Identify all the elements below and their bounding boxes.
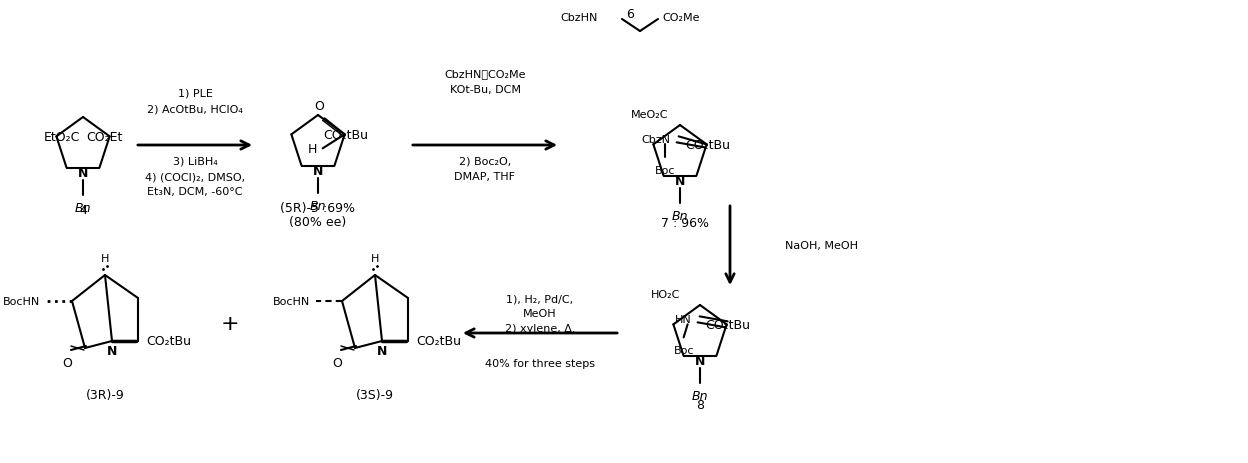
Text: N: N [313,165,323,178]
Text: Boc: Boc [654,166,675,176]
Text: O: O [62,356,72,369]
Text: CO₂Me: CO₂Me [661,13,699,23]
Text: 2) Boc₂O,: 2) Boc₂O, [459,156,512,167]
Text: N: N [77,167,89,180]
Text: Bn: Bn [75,201,91,214]
Text: 1), H₂, Pd/C,: 1), H₂, Pd/C, [507,294,574,303]
Text: O: O [314,100,324,113]
Text: 3) LiBH₄: 3) LiBH₄ [172,156,217,167]
Text: CO₂tBu: CO₂tBu [685,138,730,151]
Text: Bn: Bn [671,209,688,222]
Text: 7 : 96%: 7 : 96% [661,217,709,230]
Text: (80% ee): (80% ee) [290,216,347,229]
Text: KOt-Bu, DCM: KOt-Bu, DCM [449,85,520,95]
Text: H: H [307,143,317,156]
Text: (3R)-9: (3R)-9 [86,388,125,401]
Text: 8: 8 [696,399,704,412]
Text: H: H [371,253,379,263]
Text: CO₂tBu: CO₂tBu [705,318,750,331]
Text: Boc: Boc [674,345,694,356]
Text: CbzHN⌒CO₂Me: CbzHN⌒CO₂Me [444,69,525,79]
Text: Et₃N, DCM, -60°C: Et₃N, DCM, -60°C [147,187,243,197]
Text: N: N [107,344,117,357]
Text: O: O [332,356,342,369]
Text: N: N [377,344,387,357]
Text: (3S)-9: (3S)-9 [356,388,394,401]
Text: N: N [695,354,705,367]
Text: MeO₂C: MeO₂C [631,110,669,120]
Text: +: + [221,313,240,333]
Text: CO₂tBu: CO₂tBu [416,335,461,348]
Text: (5R)-5 :69%: (5R)-5 :69% [281,202,356,215]
Text: MeOH: MeOH [523,308,557,319]
Text: CbzN: CbzN [641,135,670,145]
Text: 2) AcOtBu, HClO₄: 2) AcOtBu, HClO₄ [147,104,243,114]
Text: 4: 4 [79,204,87,217]
Text: 2) xylene, Δ.: 2) xylene, Δ. [504,323,575,333]
Text: HN: HN [675,315,691,325]
Text: BocHN: BocHN [273,296,310,307]
Text: 6: 6 [626,7,634,20]
Text: Bn: Bn [691,389,709,402]
Text: Bn: Bn [310,199,326,212]
Text: H: H [101,253,109,263]
Text: 1) PLE: 1) PLE [177,89,212,99]
Text: N: N [675,175,685,188]
Text: CO₂tBu: CO₂tBu [146,335,191,348]
Text: HO₂C: HO₂C [651,290,680,300]
Text: BocHN: BocHN [2,296,40,307]
Text: EtO₂C: EtO₂C [44,131,80,144]
Text: CO₂tBu: CO₂tBu [323,129,368,142]
Text: CO₂Et: CO₂Et [86,131,122,144]
Text: NaOH, MeOH: NaOH, MeOH [785,240,859,250]
Text: CbzHN: CbzHN [560,13,598,23]
Text: 40% for three steps: 40% for three steps [485,358,595,368]
Text: 4) (COCl)₂, DMSO,: 4) (COCl)₂, DMSO, [145,172,245,181]
Text: DMAP, THF: DMAP, THF [454,172,515,181]
